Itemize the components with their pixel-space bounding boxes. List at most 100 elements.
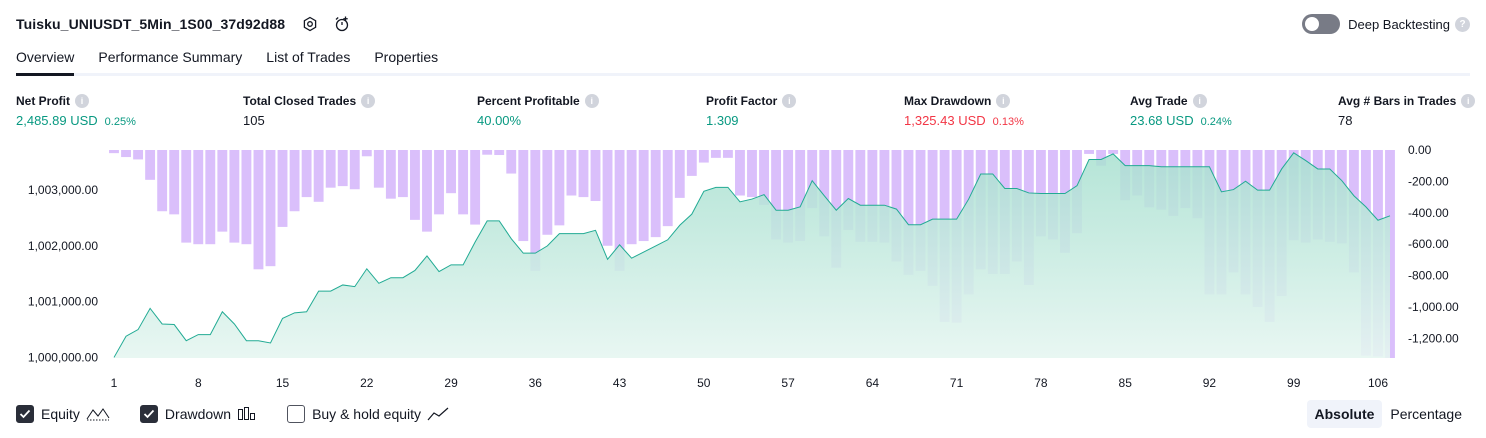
buy-hold-checkbox[interactable] (287, 405, 306, 423)
drawdown-bar (470, 150, 481, 225)
x-axis-tick: 71 (950, 376, 964, 390)
metric-value: 1,325.43 USD (904, 113, 986, 128)
info-icon[interactable]: i (782, 94, 797, 108)
drawdown-bar (253, 150, 264, 270)
drawdown-bar (831, 150, 842, 268)
drawdown-bar (903, 150, 914, 275)
help-icon[interactable]: ? (1455, 16, 1470, 32)
drawdown-bar (385, 150, 396, 199)
drawdown-bar (397, 150, 408, 198)
drawdown-bar (686, 150, 697, 176)
tab-list-of-trades[interactable]: List of Trades (266, 49, 351, 65)
x-axis-tick: 43 (613, 376, 627, 390)
drawdown-bar (807, 150, 818, 209)
deep-backtesting-control: Deep Backtesting ? (1302, 13, 1470, 35)
x-axis-tick: 8 (195, 376, 202, 390)
right-axis-tick: -800.00 (1408, 269, 1449, 283)
drawdown-bar (181, 150, 192, 243)
metric-percent: 0.13% (992, 116, 1024, 128)
deep-backtesting-label: Deep Backtesting (1348, 16, 1450, 32)
drawdown-bar (482, 150, 493, 155)
metric-label: Max Drawdown (904, 94, 992, 108)
deep-backtesting-toggle[interactable] (1302, 14, 1341, 34)
drawdown-bar (193, 150, 204, 245)
legend-label: Equity (41, 406, 80, 422)
metric-percent: 0.25% (104, 116, 136, 128)
x-axis-tick: 64 (866, 376, 880, 390)
legend-equity[interactable]: Equity (16, 405, 110, 423)
info-icon[interactable]: i (1192, 94, 1207, 108)
drawdown-checkbox[interactable] (139, 405, 158, 423)
drawdown-bar (169, 150, 180, 215)
metric-label: Net Profit (16, 94, 70, 108)
drawdown-bar (133, 150, 144, 160)
metric-value: 40.00% (477, 113, 522, 128)
left-axis-tick: 1,001,000.00 (28, 295, 98, 309)
toggle-knob (1305, 17, 1320, 31)
metric-max-drawdown: Max Drawdown i 1,325.43 USD 0.13% (904, 93, 1024, 129)
add-alert-icon[interactable] (333, 15, 351, 33)
metric-label: Percent Profitable (477, 94, 580, 108)
metric-label: Avg # Bars in Trades (1338, 94, 1457, 108)
drawdown-bar (361, 150, 372, 157)
settings-gear-icon[interactable] (301, 15, 319, 33)
chart-legend: Equity Drawdown Buy & hold equity (16, 404, 479, 424)
drawdown-bar (650, 150, 661, 238)
right-axis-tick: -200.00 (1408, 174, 1449, 188)
info-icon[interactable]: i (75, 94, 89, 108)
drawdown-bar (157, 150, 168, 212)
percentage-button[interactable]: Percentage (1390, 406, 1462, 422)
legend-label: Drawdown (164, 406, 232, 422)
tab-performance-summary[interactable]: Performance Summary (98, 49, 243, 65)
x-axis-tick: 22 (360, 376, 374, 390)
info-icon[interactable]: i (584, 94, 599, 108)
drawdown-bar (337, 150, 348, 187)
info-icon[interactable]: i (361, 94, 376, 108)
x-axis-tick: 106 (1368, 376, 1388, 390)
strategy-title: Tuisku_UNIUSDT_5Min_1S00_37d92d88 (16, 16, 286, 32)
info-icon[interactable]: i (996, 94, 1011, 108)
drawdown-bar (783, 150, 794, 243)
equity-checkbox[interactable] (16, 405, 34, 423)
drawdown-bar (301, 150, 312, 198)
drawdown-bar (662, 150, 673, 227)
metric-value: 23.68 USD (1130, 113, 1194, 128)
drawdown-bar (422, 150, 432, 232)
drawdown-bar (458, 150, 469, 215)
drawdown-bar (325, 150, 336, 188)
x-axis-tick: 29 (444, 376, 458, 390)
drawdown-bar (759, 150, 769, 205)
drawdown-bar (121, 150, 131, 158)
metric-value: 105 (243, 113, 265, 128)
metric-profit-factor: Profit Factor i 1.309 (706, 93, 797, 129)
x-axis-tick: 1 (111, 376, 118, 390)
metric-value: 2,485.89 USD (16, 113, 98, 128)
info-icon[interactable]: i (1461, 94, 1476, 108)
x-axis-tick: 78 (1034, 376, 1048, 390)
drawdown-bar (542, 150, 553, 235)
drawdown-bar (710, 150, 721, 158)
equity-drawdown-chart[interactable]: 1,000,000.00 1,001,000.00 1,002,000.00 1,00… (0, 140, 1486, 396)
tab-properties[interactable]: Properties (374, 49, 439, 65)
metric-value: 1.309 (706, 113, 739, 128)
drawdown-bar (506, 150, 517, 174)
drawdown-bar (229, 150, 240, 243)
x-axis-tick: 15 (276, 376, 290, 390)
metric-value: 78 (1338, 113, 1353, 128)
drawdown-bar (927, 150, 938, 286)
absolute-button[interactable]: Absolute (1306, 400, 1383, 428)
drawdown-bar (722, 150, 733, 158)
drawdown-bar (795, 150, 806, 242)
right-axis-tick: -1,200.00 (1408, 331, 1459, 345)
drawdown-bar (1084, 150, 1094, 154)
x-axis-tick: 50 (697, 376, 711, 390)
legend-buy-hold[interactable]: Buy & hold equity (287, 405, 449, 423)
legend-drawdown[interactable]: Drawdown (139, 405, 257, 423)
drawdown-bar (1108, 150, 1119, 154)
value-mode-switch: Absolute Percentage (1306, 400, 1471, 428)
drawdown-bar (313, 150, 324, 202)
metric-label: Avg Trade (1130, 94, 1188, 108)
tab-overview[interactable]: Overview (16, 46, 75, 76)
report-tabs: Overview Performance Summary List of Tra… (16, 46, 1470, 76)
drawdown-bar (735, 150, 745, 196)
